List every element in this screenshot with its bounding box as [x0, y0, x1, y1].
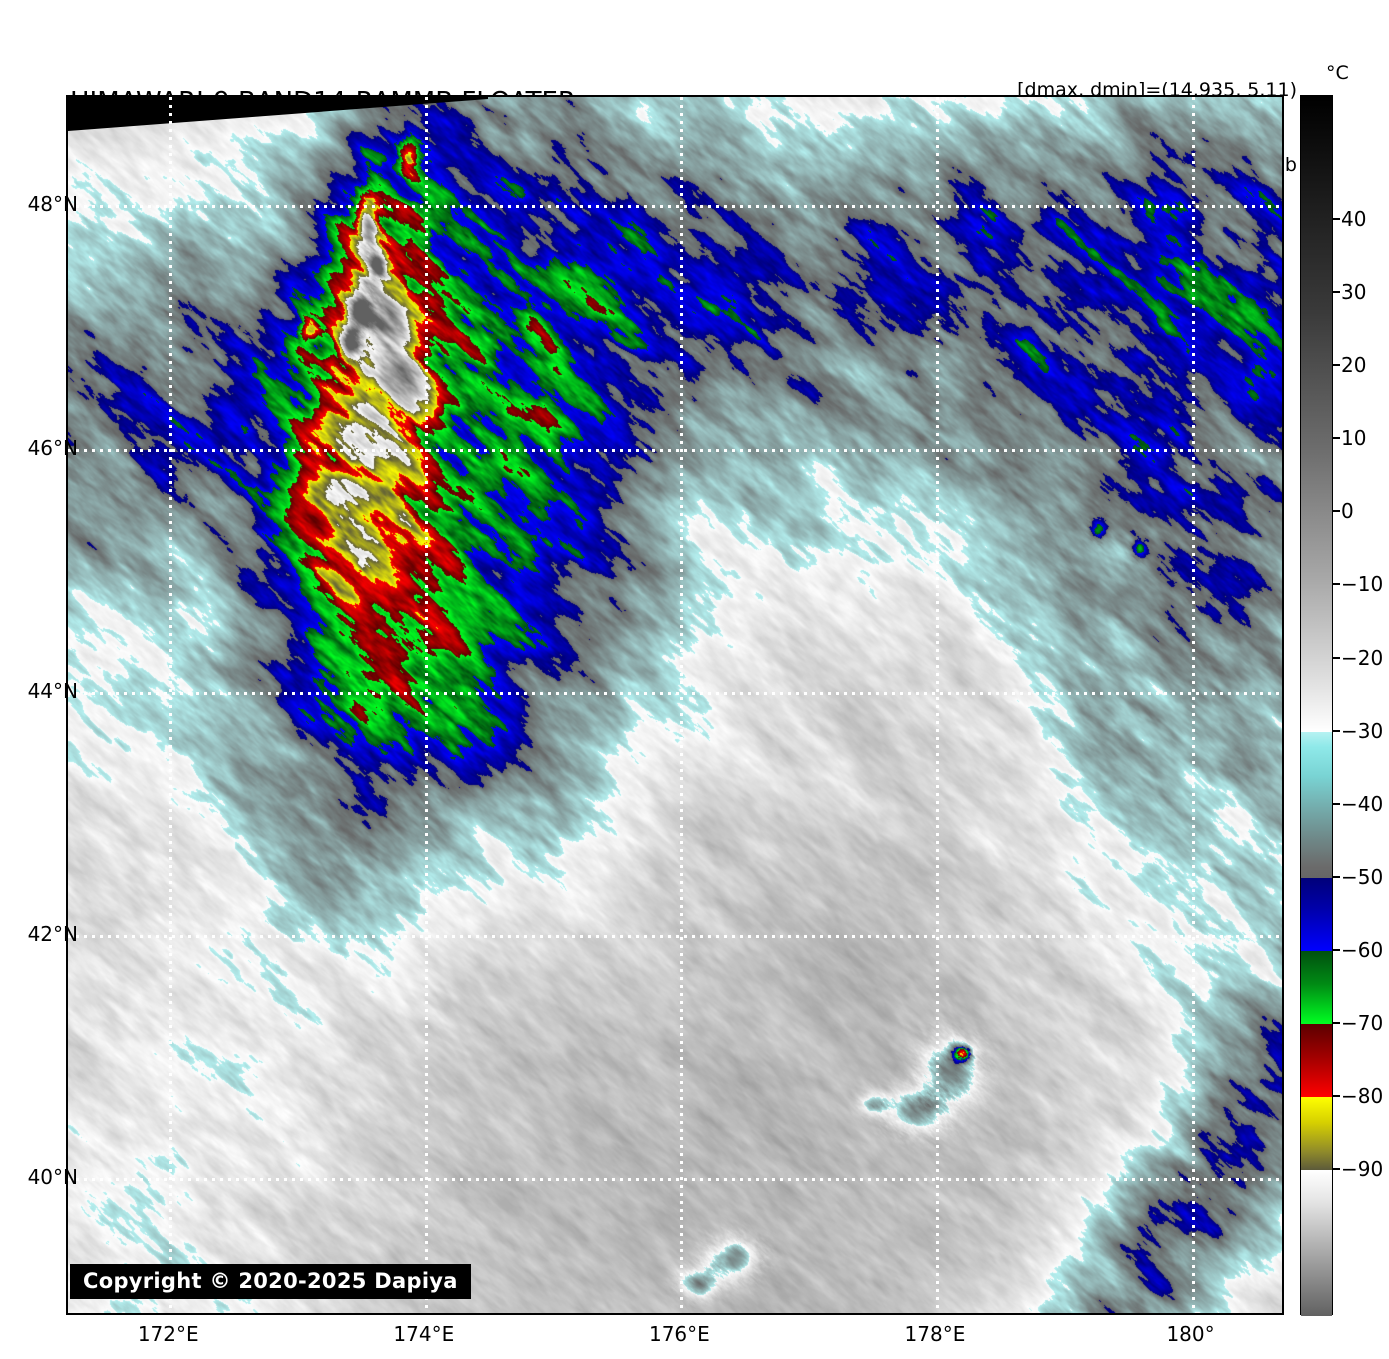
gridline-lon-174°E: [424, 97, 428, 1313]
lat-tick-label: 48°N: [27, 192, 78, 217]
gridline-lon-180°: [1191, 97, 1195, 1313]
colorbar-segment-red: [1301, 1023, 1332, 1097]
colorbar-tickmark: [1333, 218, 1340, 221]
colorbar-tick-label: −40: [1341, 791, 1384, 816]
colorbar-segment-gray-cold: [1301, 1169, 1332, 1316]
satellite-image-plot: Copyright © 2020-2025 Dapiya: [66, 95, 1284, 1315]
colorbar-tickmark: [1333, 437, 1340, 440]
colorbar-tickmark: [1333, 1167, 1340, 1170]
gridline-lat-44°N: [68, 691, 1282, 695]
colorbar-tick-label: 30: [1341, 280, 1367, 305]
lon-tick-label: 180°: [1166, 1322, 1215, 1346]
satellite-imagery-canvas: [68, 97, 1282, 1313]
colorbar-tickmark: [1333, 291, 1340, 294]
colorbar-tickmark: [1333, 1021, 1340, 1024]
colorbar-segment-cyan: [1301, 731, 1332, 878]
lon-tick-label: 174°E: [393, 1322, 455, 1346]
colorbar-tickmark: [1333, 510, 1340, 513]
colorbar-tickmark: [1333, 802, 1340, 805]
colorbar-tick-label: −20: [1341, 645, 1384, 670]
colorbar-tick-label: −30: [1341, 718, 1384, 743]
colorbar-tick-label: −10: [1341, 572, 1384, 597]
colorbar-tickmark: [1333, 1094, 1340, 1097]
colorbar-tickmark: [1333, 875, 1340, 878]
colorbar-tick-label: −60: [1341, 937, 1384, 962]
gridline-lat-42°N: [68, 935, 1282, 939]
gridline-lon-176°E: [680, 97, 684, 1313]
lat-tick-label: 42°N: [27, 922, 78, 947]
colorbar-tick-label: −80: [1341, 1083, 1384, 1108]
lat-tick-label: 44°N: [27, 678, 78, 703]
gridline-lat-40°N: [68, 1178, 1282, 1182]
colorbar-segment-green: [1301, 950, 1332, 1024]
gridline-lon-178°E: [935, 97, 939, 1313]
colorbar-tickmark: [1333, 948, 1340, 951]
colorbar-tick-label: 0: [1341, 499, 1354, 524]
colorbar-tick-label: 10: [1341, 426, 1367, 451]
gridline-lat-48°N: [68, 205, 1282, 209]
colorbar: [1300, 95, 1333, 1316]
colorbar-tick-label: 40: [1341, 207, 1367, 232]
colorbar-unit-label: °C: [1326, 62, 1349, 84]
colorbar-tick-label: −50: [1341, 864, 1384, 889]
colorbar-segment-gray-warm: [1301, 96, 1332, 732]
colorbar-tick-label: 20: [1341, 353, 1367, 378]
gridline-lon-172°E: [169, 97, 173, 1313]
colorbar-tickmark: [1333, 729, 1340, 732]
colorbar-tick-label: −70: [1341, 1010, 1384, 1035]
colorbar-tickmark: [1333, 656, 1340, 659]
lon-tick-label: 176°E: [648, 1322, 710, 1346]
lat-tick-label: 46°N: [27, 435, 78, 460]
colorbar-tickmark: [1333, 364, 1340, 367]
colorbar-gradient: [1300, 95, 1333, 1316]
lon-tick-label: 178°E: [904, 1322, 966, 1346]
colorbar-segment-blue: [1301, 877, 1332, 951]
colorbar-tick-label: −90: [1341, 1156, 1384, 1181]
colorbar-tickmark: [1333, 583, 1340, 586]
lon-tick-label: 172°E: [137, 1322, 199, 1346]
lat-tick-label: 40°N: [27, 1165, 78, 1190]
gridline-lat-46°N: [68, 448, 1282, 452]
colorbar-segment-yellow: [1301, 1096, 1332, 1170]
copyright-banner: Copyright © 2020-2025 Dapiya: [70, 1264, 471, 1299]
